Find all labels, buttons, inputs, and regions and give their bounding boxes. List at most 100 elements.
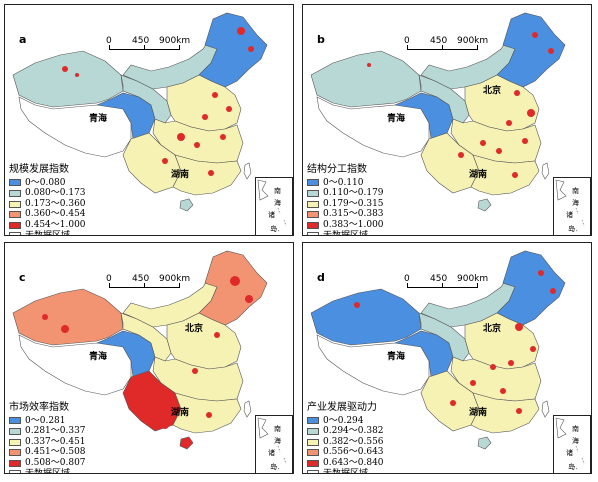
label-hunan: 湖南: [469, 170, 488, 180]
legend-label: 0.451～0.508: [25, 447, 86, 458]
legend-label: 0.360～0.454: [25, 209, 86, 220]
region-hainan: [179, 436, 194, 450]
legend-label: 0～0.110: [323, 177, 364, 188]
scale-label-450: 450: [132, 274, 150, 284]
region-taiwan: [243, 162, 252, 180]
legend-item: 0.294～0.382: [307, 426, 384, 437]
legend-label: 0.382～0.556: [323, 436, 384, 447]
hotspot-5: [480, 140, 486, 146]
hotspot-3: [527, 109, 535, 117]
inset-text-1: 南: [274, 425, 281, 433]
legend-swatch: [307, 221, 319, 229]
legend-swatch: [9, 427, 21, 435]
label-qinghai: 青海: [387, 114, 406, 124]
scale-bar: 0 450 900km: [404, 36, 497, 57]
legend-title: 市场效率指数: [9, 402, 69, 413]
hotspot-2: [214, 332, 220, 338]
legend-item: 0.110～0.179: [307, 188, 384, 199]
hotspot-3: [192, 368, 198, 374]
legend-item: 0.173～0.360: [9, 199, 86, 210]
legend-item: 0.281～0.337: [9, 426, 86, 437]
legend-item: 0～0.110: [307, 178, 384, 189]
hotspot-10: [354, 302, 360, 308]
legend-item: 0～0.080: [9, 178, 86, 189]
legend-label: 0.643～0.840: [323, 457, 384, 468]
hotspot-0: [538, 270, 544, 276]
region-north-china: [464, 74, 540, 132]
scale-bar: 0 450 900km: [106, 274, 199, 295]
south-china-sea-inset: 南 海 诸 岛: [553, 177, 591, 235]
legend-item: 0.337～0.451: [9, 437, 86, 448]
map-panel-c: c 0 450 900km 青海 湖南 北京 市场效率指数 0～0.281 0.2…: [4, 242, 294, 474]
legend-item: 0.451～0.508: [9, 447, 86, 458]
scale-label-900: 900km: [457, 36, 489, 46]
inset-text-3: 诸: [268, 449, 275, 457]
scale-label-450: 450: [132, 36, 150, 46]
south-china-sea-inset: 南 海 诸 岛: [553, 415, 591, 473]
hotspot-0: [532, 32, 538, 38]
legend-item: 0.383～1.000: [307, 220, 384, 231]
label-qinghai: 青海: [387, 352, 406, 362]
region-north-china: [166, 312, 242, 370]
legend-label: 0.294～0.382: [323, 426, 384, 437]
legend-swatch: [307, 189, 319, 197]
legend-swatch: [9, 189, 21, 197]
legend-item: 0.508～0.807: [9, 458, 86, 469]
legend-item: 0.315～0.383: [307, 209, 384, 220]
legend-swatch: [9, 449, 21, 457]
legend: 结构分工指数 0～0.110 0.110～0.179 0.179～0.315 0.31…: [307, 164, 384, 235]
legend-item: 0.360～0.454: [9, 209, 86, 220]
region-hainan: [477, 198, 492, 212]
legend-label: 0～0.281: [25, 415, 66, 426]
map-panel-a: a 0 450 900km 青海 湖南 北京 规模发展指数 0～0.0800.0…: [4, 4, 294, 236]
map-panel-b: b 0 450 900km 青海 湖南 北京 结构分工指数 0～0.110 0.1…: [302, 4, 592, 236]
scale-label-0: 0: [106, 36, 112, 46]
hotspot-2: [515, 323, 523, 331]
region-southeast: [172, 154, 242, 196]
legend-item: 0.643～0.840: [307, 458, 384, 469]
legend-label: 0.179～0.315: [323, 198, 384, 209]
region-xinjiang: [12, 50, 124, 108]
inset-text-4: 岛: [568, 463, 575, 471]
hotspot-2: [514, 90, 520, 96]
inset-text-2: 海: [572, 199, 579, 207]
region-southeast: [470, 392, 540, 434]
inset-text-1: 南: [274, 187, 281, 195]
legend-label: 无数据区域: [25, 230, 71, 236]
region-southeast: [470, 154, 540, 196]
region-xinjiang: [310, 50, 422, 108]
hotspot-8: [61, 325, 69, 333]
hotspot-4: [202, 114, 208, 120]
hotspot-5: [138, 398, 148, 408]
legend-label: 无数据区域: [323, 468, 369, 474]
region-xinjiang: [310, 288, 422, 346]
legend-item: 0.454～1.000: [9, 220, 86, 231]
hotspot-1: [248, 46, 254, 52]
legend-swatch: [9, 232, 21, 235]
legend-label: 0.556～0.643: [323, 447, 384, 458]
hotspot-7: [500, 388, 506, 394]
south-china-sea-inset: 南 海 诸 岛: [255, 177, 293, 235]
legend-swatch: [307, 470, 319, 473]
hotspot-6: [496, 148, 502, 154]
legend-swatch: [307, 179, 319, 187]
hotspot-10: [367, 63, 371, 67]
hotspot-9: [450, 400, 456, 406]
inset-text-2: 海: [274, 437, 281, 445]
legend-item: 无数据区域: [307, 231, 384, 235]
hotspot-8: [208, 170, 214, 176]
region-hainan: [477, 436, 492, 450]
region-north-china: [166, 74, 242, 132]
hotspot-9: [42, 314, 48, 320]
hotspot-7: [220, 134, 226, 140]
hotspot-1: [550, 288, 556, 294]
hotspot-3: [530, 346, 536, 352]
panel-letter: c: [19, 271, 26, 284]
legend: 规模发展指数 0～0.080 0.080～0.173 0.173～0.360 0.36…: [9, 164, 86, 236]
legend-swatch: [9, 211, 21, 219]
hotspot-9: [162, 158, 168, 164]
hotspot-5: [490, 364, 496, 370]
hotspot-4: [506, 120, 512, 126]
region-northeast: [198, 250, 268, 326]
legend-title: 规模发展指数: [9, 164, 69, 175]
